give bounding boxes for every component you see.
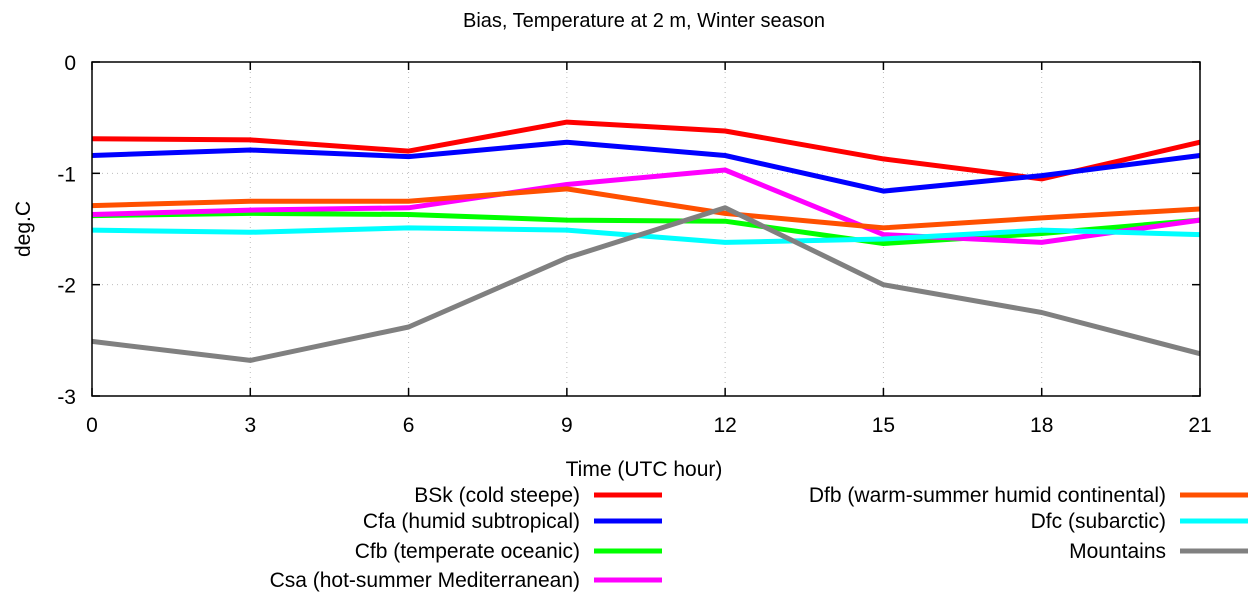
- y-axis-tick-labels: 0 -1 -2 -3: [57, 52, 76, 409]
- legend-label: BSk (cold steepe): [414, 484, 580, 507]
- chart-title: Bias, Temperature at 2 m, Winter season: [463, 10, 825, 32]
- legend-label: Cfb (temperate oceanic): [355, 540, 580, 563]
- x-tick-label: 3: [244, 414, 256, 437]
- legend-label: Dfc (subarctic): [1031, 510, 1166, 533]
- x-tick-label: 15: [872, 414, 895, 437]
- x-tick-label: 21: [1188, 414, 1211, 437]
- legend-label: Cfa (humid subtropical): [363, 510, 580, 533]
- x-tick-label: 9: [561, 414, 573, 437]
- y-tick-label: -1: [57, 163, 76, 186]
- series-line-4: [91, 186, 1201, 231]
- x-axis-label: Time (UTC hour): [566, 458, 723, 481]
- plot-frame: [91, 61, 1201, 397]
- series-line-6: [91, 205, 1201, 363]
- legend-label: Dfb (warm-summer humid continental): [809, 484, 1166, 507]
- legend-label: Csa (hot-summer Mediterranean): [270, 569, 580, 592]
- x-tick-label: 0: [86, 414, 98, 437]
- series-line-2: [91, 210, 1201, 246]
- series-line-3: [91, 167, 1201, 245]
- y-axis-label: deg.C: [12, 201, 35, 257]
- series-line-0: [91, 119, 1201, 182]
- y-tick-label: -2: [57, 275, 76, 298]
- x-axis-tick-labels: 0 3 6 9 12 15 18 21: [86, 414, 1212, 437]
- x-tick-label: 18: [1030, 414, 1053, 437]
- legend: BSk (cold steepe) Cfa (humid subtropical)…: [270, 484, 1248, 592]
- x-tick-label: 6: [403, 414, 415, 437]
- y-tick-label: 0: [64, 52, 76, 75]
- legend-label: Mountains: [1069, 540, 1166, 563]
- series-lines: [91, 119, 1201, 363]
- axis-ticks: [91, 61, 1201, 397]
- series-line-5: [91, 225, 1201, 245]
- y-tick-label: -3: [57, 386, 76, 409]
- grid-lines: [92, 62, 1200, 396]
- series-line-1: [91, 139, 1201, 194]
- x-tick-label: 12: [713, 414, 736, 437]
